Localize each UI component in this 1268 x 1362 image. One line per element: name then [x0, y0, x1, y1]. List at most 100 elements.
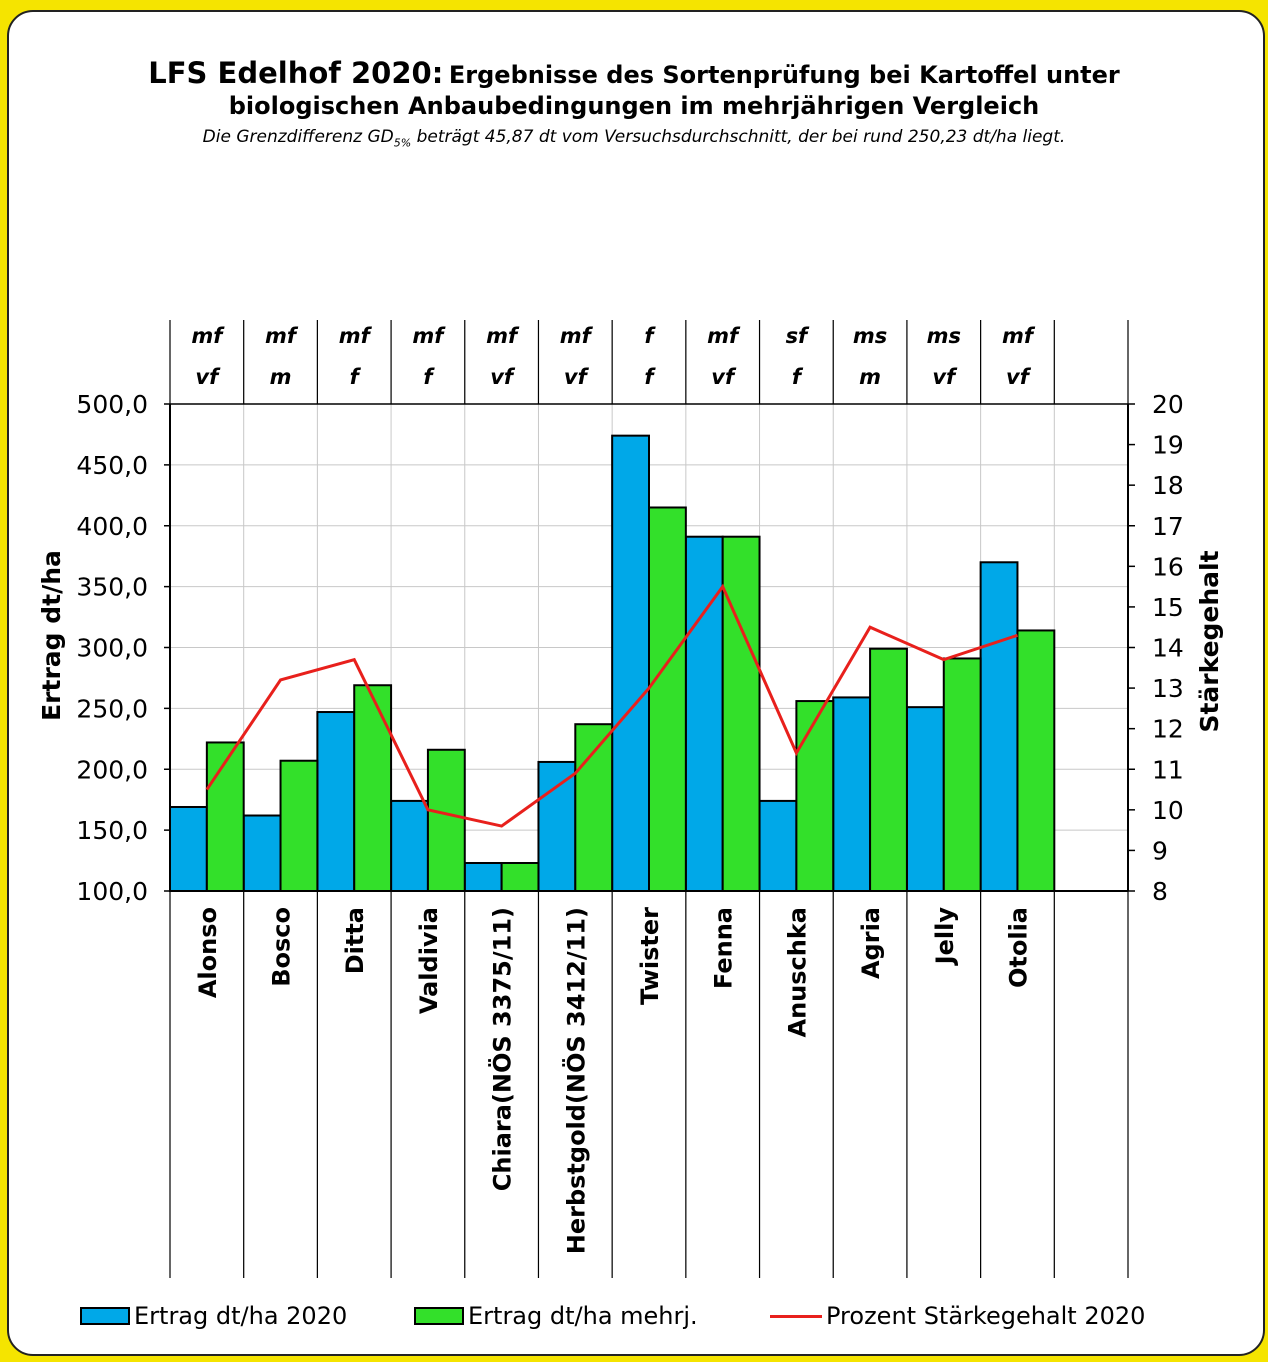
subtitle-sub: 5%	[393, 136, 412, 150]
bar-mehrj	[942, 657, 982, 893]
y2-tick-label: 10	[1152, 796, 1184, 825]
y2-tick-label: 19	[1152, 431, 1184, 460]
header-row1-label: mf	[412, 324, 446, 348]
bar-2020	[684, 535, 724, 893]
chart-title-line2: biologischen Anbaubedingungen im mehrjäh…	[228, 92, 1040, 120]
y2-tick-label: 16	[1152, 552, 1184, 581]
y2-tick-label: 17	[1152, 512, 1184, 541]
y-tick-label: 250,0	[76, 694, 148, 723]
bar-2020	[316, 711, 356, 893]
y-tick-label: 100,0	[76, 877, 148, 906]
bar-2020	[611, 434, 651, 892]
bar-2020	[242, 814, 282, 893]
bar-mehrj	[795, 700, 835, 892]
header-row1-label: mf	[1002, 324, 1036, 348]
header-row2-label: f	[423, 365, 435, 389]
y-tick-label: 150,0	[76, 816, 148, 845]
header-row2-label: vf	[711, 365, 737, 389]
x-tick-label: Agria	[857, 907, 885, 979]
bar-mehrj	[721, 535, 761, 893]
bar-2020	[905, 706, 945, 892]
y2-tick-label: 8	[1152, 877, 1168, 906]
chart-subtitle: Die Grenzdifferenz GD5% beträgt 45,87 dt…	[0, 127, 1268, 149]
chart-title: LFS Edelhof 2020: Ergebnisse des Sortenp…	[0, 56, 1268, 90]
header-row1-label: ms	[853, 324, 887, 348]
y-tick-label: 300,0	[76, 634, 148, 663]
legend-label: Ertrag dt/ha mehrj.	[468, 1302, 698, 1330]
title-rest: Ergebnisse des Sortenprüfung bei Kartoff…	[448, 61, 1120, 89]
y2-tick-label: 13	[1152, 674, 1184, 703]
y2-tick-label: 14	[1152, 634, 1184, 663]
y2-tick-label: 20	[1152, 390, 1184, 419]
header-row2-label: m	[270, 365, 292, 389]
line-staerkegehalt	[205, 583, 1018, 828]
bar-2020	[979, 561, 1019, 893]
legend-label: Prozent Stärkegehalt 2020	[826, 1302, 1146, 1330]
y2-axis-title: Stärkegehalt	[1195, 550, 1224, 732]
x-tick-label: Herbstgold(NÖS 3412/11)	[560, 907, 590, 1254]
legend-item-ertrag-2020: Ertrag dt/ha 2020	[80, 1300, 347, 1332]
bar-mehrj	[353, 684, 393, 892]
header-row2-label: m	[859, 365, 881, 389]
x-tick-label: Anuschka	[783, 907, 811, 1038]
title-main: LFS Edelhof 2020:	[148, 56, 444, 90]
bar-2020	[537, 760, 577, 892]
bar-2020	[832, 696, 872, 892]
x-tick-label: Bosco	[268, 907, 296, 987]
header-row2-label: vf	[564, 365, 590, 389]
legend-label: Ertrag dt/ha 2020	[134, 1302, 348, 1330]
header-row2-label: vf	[195, 365, 221, 389]
bar-mehrj	[205, 741, 245, 893]
header-row2-label: f	[792, 365, 804, 389]
header-row1-label: mf	[265, 324, 299, 348]
header-row2-label: vf	[932, 365, 958, 389]
header-row1-label: mf	[560, 324, 594, 348]
y-tick-label: 200,0	[76, 755, 148, 784]
header-row2-label: f	[644, 365, 656, 389]
subtitle-pre: Die Grenzdifferenz GD	[202, 127, 394, 147]
bar-mehrj	[869, 647, 908, 893]
legend-line-red	[770, 1314, 822, 1318]
bar-mehrj	[500, 861, 540, 892]
x-tick-label: Otolia	[1004, 907, 1032, 988]
y2-tick-label: 9	[1152, 836, 1168, 865]
header-row1-label: mf	[339, 324, 373, 348]
legend-item-ertrag-mehrj: Ertrag dt/ha mehrj.	[414, 1300, 698, 1332]
y2-tick-label: 11	[1152, 755, 1184, 784]
bar-2020	[169, 805, 208, 892]
y-tick-label: 450,0	[76, 451, 148, 480]
bar-2020	[758, 799, 798, 893]
x-tick-label: Alonso	[194, 907, 222, 998]
bar-mehrj	[648, 506, 687, 892]
header-row1-label: mf	[191, 324, 225, 348]
legend-swatch-green	[414, 1307, 464, 1325]
header-row2-label: vf	[1006, 365, 1032, 389]
y2-tick-label: 12	[1152, 715, 1184, 744]
bar-mehrj	[279, 759, 319, 892]
header-row1-label: sf	[786, 324, 810, 348]
y-tick-label: 400,0	[76, 512, 148, 541]
subtitle-post: beträgt 45,87 dt vom Versuchsdurchschnit…	[411, 127, 1066, 147]
bar-mehrj	[1016, 629, 1056, 893]
y2-tick-label: 18	[1152, 471, 1184, 500]
header-row2-label: vf	[490, 365, 516, 389]
header-row1-label: f	[644, 324, 656, 348]
legend-item-staerke: Prozent Stärkegehalt 2020	[770, 1300, 1145, 1332]
x-tick-label: Ditta	[341, 907, 369, 974]
header-row1-label: mf	[486, 324, 520, 348]
x-tick-label: Chiara(NÖS 3375/11)	[487, 907, 517, 1191]
bar-mehrj	[574, 723, 614, 893]
legend-swatch-blue	[80, 1307, 130, 1325]
header-row2-label: f	[350, 365, 362, 389]
y-tick-label: 500,0	[76, 390, 148, 419]
y2-tick-label: 15	[1152, 593, 1184, 622]
x-tick-label: Twister	[636, 907, 664, 1005]
x-tick-label: Jelly	[931, 907, 959, 967]
header-row1-label: ms	[927, 324, 961, 348]
x-tick-label: Valdivia	[415, 907, 443, 1014]
header-row1-label: mf	[707, 324, 741, 348]
y-axis-title: Ertrag dt/ha	[37, 550, 66, 721]
bar-2020	[390, 799, 429, 893]
y-tick-label: 350,0	[76, 573, 148, 602]
